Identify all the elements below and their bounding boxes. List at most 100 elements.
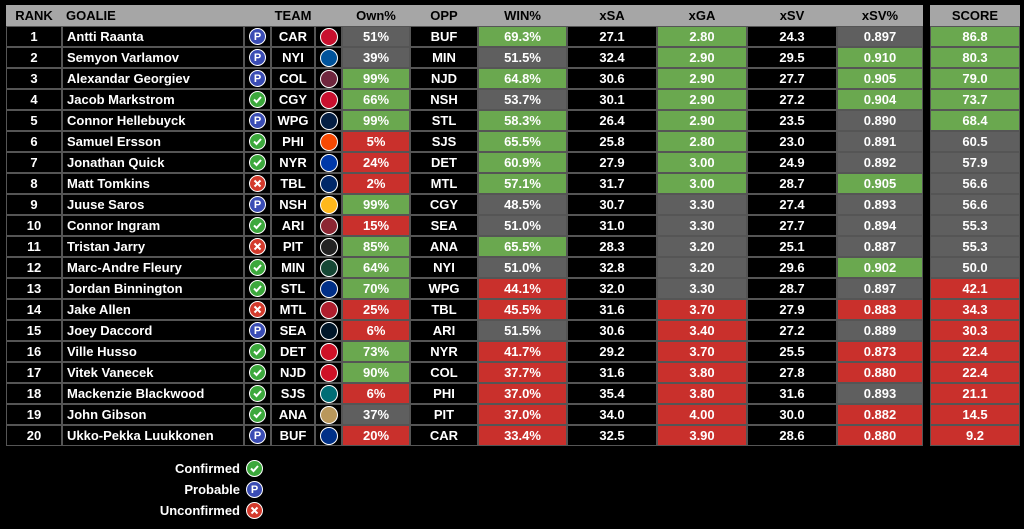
goalie-name[interactable]: John Gibson — [62, 404, 244, 425]
checkmark-icon — [249, 364, 266, 381]
cell-own: 66% — [342, 89, 410, 110]
cell-xsvp: 0.905 — [837, 173, 923, 194]
cell-xga: 3.00 — [657, 173, 747, 194]
cell-win: 65.5% — [478, 131, 567, 152]
cell-score: 34.3 — [930, 299, 1020, 320]
legend-label: Probable — [184, 482, 240, 497]
rank-cell: 10 — [6, 215, 62, 236]
team-logo-icon — [319, 48, 338, 67]
cell-xsvp: 0.873 — [837, 341, 923, 362]
team-logo-icon — [319, 174, 338, 193]
cell-opp: MIN — [410, 47, 478, 68]
goalie-name[interactable]: Antti Raanta — [62, 26, 244, 47]
cell-team: ARI — [271, 215, 315, 236]
goalie-name[interactable]: Alexandar Georgiev — [62, 68, 244, 89]
cell-score: 42.1 — [930, 278, 1020, 299]
column-header-team[interactable]: TEAM — [271, 5, 315, 26]
column-header-xsv[interactable]: xSV — [747, 5, 837, 26]
cell-team: DET — [271, 341, 315, 362]
goalie-name[interactable]: Marc-Andre Fleury — [62, 257, 244, 278]
team-logo-icon — [319, 405, 338, 424]
rank-cell: 11 — [6, 236, 62, 257]
team-logo — [315, 383, 342, 404]
goalie-name[interactable]: Semyon Varlamov — [62, 47, 244, 68]
cell-score: 22.4 — [930, 362, 1020, 383]
cell-team: TBL — [271, 173, 315, 194]
goalie-name[interactable]: Connor Ingram — [62, 215, 244, 236]
cell-score: 21.1 — [930, 383, 1020, 404]
cell-xsv: 27.9 — [747, 299, 837, 320]
status-badge — [244, 257, 271, 278]
cell-opp: NYR — [410, 341, 478, 362]
cell-opp: COL — [410, 362, 478, 383]
goalie-name[interactable]: Vitek Vanecek — [62, 362, 244, 383]
status-badge — [244, 236, 271, 257]
column-header-win[interactable]: WIN% — [478, 5, 567, 26]
goalie-name[interactable]: Matt Tomkins — [62, 173, 244, 194]
goalie-name[interactable]: Connor Hellebuyck — [62, 110, 244, 131]
cell-xsv: 30.0 — [747, 404, 837, 425]
column-header-xsa[interactable]: xSA — [567, 5, 657, 26]
team-logo-icon — [319, 321, 338, 340]
cell-team: NYI — [271, 47, 315, 68]
cell-xsa: 32.0 — [567, 278, 657, 299]
cell-opp: NJD — [410, 68, 478, 89]
cell-xsa: 31.6 — [567, 299, 657, 320]
team-logo — [315, 215, 342, 236]
goalie-name[interactable]: Tristan Jarry — [62, 236, 244, 257]
cell-xsv: 29.5 — [747, 47, 837, 68]
goalie-name[interactable]: Mackenzie Blackwood — [62, 383, 244, 404]
rank-cell: 5 — [6, 110, 62, 131]
goalie-name[interactable]: Joey Daccord — [62, 320, 244, 341]
goalie-name[interactable]: Ukko-Pekka Luukkonen — [62, 425, 244, 446]
cell-xga: 2.90 — [657, 68, 747, 89]
cell-xsa: 25.8 — [567, 131, 657, 152]
team-logo-icon — [319, 132, 338, 151]
goalie-name[interactable]: Jordan Binnington — [62, 278, 244, 299]
legend-label: Unconfirmed — [159, 503, 240, 518]
cell-own: 85% — [342, 236, 410, 257]
column-header-xga[interactable]: xGA — [657, 5, 747, 26]
column-header-opp[interactable]: OPP — [410, 5, 478, 26]
team-logo — [315, 173, 342, 194]
cell-opp: NYI — [410, 257, 478, 278]
cell-xsv: 23.5 — [747, 110, 837, 131]
cell-opp: STL — [410, 110, 478, 131]
cell-xga: 2.90 — [657, 89, 747, 110]
column-header-rank[interactable]: RANK — [6, 5, 62, 26]
column-header-status[interactable] — [244, 5, 271, 26]
goalie-name[interactable]: Juuse Saros — [62, 194, 244, 215]
cell-xsvp: 0.897 — [837, 278, 923, 299]
cell-xga: 3.80 — [657, 383, 747, 404]
cell-xsvp: 0.891 — [837, 131, 923, 152]
rank-cell: 17 — [6, 362, 62, 383]
rank-cell: 14 — [6, 299, 62, 320]
cell-score: 22.4 — [930, 341, 1020, 362]
column-header-score[interactable]: SCORE — [930, 5, 1020, 26]
cell-xsv: 28.6 — [747, 425, 837, 446]
column-header-own[interactable]: Own% — [342, 5, 410, 26]
cell-xga: 2.90 — [657, 47, 747, 68]
cell-xsv: 24.9 — [747, 152, 837, 173]
goalie-name[interactable]: Jake Allen — [62, 299, 244, 320]
column-header-logo[interactable] — [315, 5, 342, 26]
cell-xga: 3.70 — [657, 299, 747, 320]
column-header-goalie[interactable]: GOALIE — [62, 5, 244, 26]
goalie-name[interactable]: Jonathan Quick — [62, 152, 244, 173]
cell-opp: ARI — [410, 320, 478, 341]
legend-item: Confirmed — [60, 460, 263, 477]
cell-own: 90% — [342, 362, 410, 383]
goalie-name[interactable]: Samuel Ersson — [62, 131, 244, 152]
goalie-name[interactable]: Jacob Markstrom — [62, 89, 244, 110]
cell-score: 60.5 — [930, 131, 1020, 152]
cell-win: 37.7% — [478, 362, 567, 383]
cell-xsv: 27.8 — [747, 362, 837, 383]
team-logo-icon — [319, 426, 338, 445]
checkmark-icon — [249, 406, 266, 423]
column-header-xsvp[interactable]: xSV% — [837, 5, 923, 26]
team-logo — [315, 131, 342, 152]
status-badge — [244, 215, 271, 236]
status-badge — [244, 404, 271, 425]
goalie-name[interactable]: Ville Husso — [62, 341, 244, 362]
cell-xsv: 27.2 — [747, 320, 837, 341]
